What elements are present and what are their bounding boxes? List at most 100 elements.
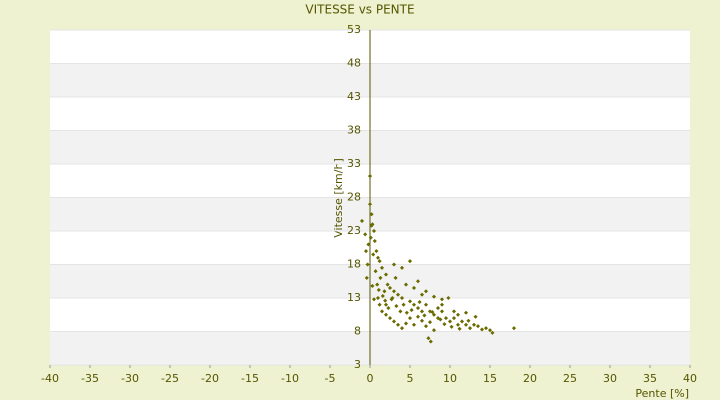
point: [463, 322, 469, 327]
point: [419, 292, 425, 297]
point: [443, 315, 449, 321]
point: [467, 325, 473, 331]
point: [375, 295, 381, 301]
point: [415, 305, 421, 311]
point: [379, 265, 385, 271]
point: [394, 303, 399, 309]
y-tick-label: 48: [347, 57, 361, 70]
point: [449, 324, 454, 329]
y-tick-label: 8: [354, 325, 361, 338]
point: [380, 293, 385, 299]
point: [399, 265, 405, 271]
point: [364, 275, 369, 281]
point: [370, 283, 375, 289]
point: [426, 336, 431, 341]
point: [374, 248, 379, 254]
point: [391, 262, 397, 267]
point: [407, 315, 413, 321]
point: [365, 262, 370, 267]
point: [483, 325, 489, 331]
point: [466, 318, 471, 323]
x-tick-label: 5: [407, 372, 414, 385]
point: [403, 282, 409, 287]
point: [387, 285, 393, 291]
point: [419, 309, 425, 314]
x-tick-label: -35: [81, 372, 99, 385]
point: [407, 299, 413, 304]
point: [376, 287, 381, 293]
point: [398, 309, 403, 314]
point: [369, 223, 374, 228]
point: [431, 294, 437, 299]
x-tick-label: 40: [683, 372, 697, 385]
point: [409, 307, 414, 313]
point: [363, 232, 368, 237]
point: [391, 289, 397, 294]
point: [479, 327, 485, 332]
x-tick-label: 20: [523, 372, 537, 385]
point: [446, 295, 451, 301]
point: [383, 302, 389, 307]
point: [407, 258, 413, 264]
point: [403, 321, 409, 326]
point: [463, 310, 469, 315]
point: [423, 289, 429, 294]
point: [399, 325, 405, 331]
point: [419, 318, 425, 323]
point: [368, 235, 373, 240]
point: [423, 302, 429, 307]
point: [411, 285, 417, 291]
x-tick-label: 35: [643, 372, 657, 385]
y-tick-label: 28: [347, 191, 361, 204]
x-tick-label: -10: [281, 372, 299, 385]
point: [372, 238, 377, 244]
x-axis-label: Pente [%]: [635, 387, 689, 400]
point: [395, 322, 401, 327]
point: [455, 322, 461, 327]
point: [395, 292, 401, 297]
point: [377, 302, 382, 307]
point: [451, 309, 457, 314]
chart-title: VITESSE vs PENTE: [305, 3, 414, 17]
y-tick-label: 23: [347, 224, 361, 237]
x-tick-label: 10: [443, 372, 457, 385]
point: [427, 309, 433, 314]
y-tick-label: 33: [347, 157, 361, 170]
point: [490, 330, 495, 335]
point: [457, 326, 462, 331]
point: [379, 309, 385, 314]
point: [447, 319, 453, 324]
x-tick-label: 15: [483, 372, 497, 385]
point: [378, 275, 383, 281]
point: [382, 289, 387, 294]
point: [511, 325, 517, 331]
point: [415, 314, 421, 319]
x-tick-label: 0: [367, 372, 374, 385]
point: [399, 295, 405, 301]
point: [373, 269, 378, 274]
point: [438, 317, 443, 322]
point: [391, 319, 397, 324]
point: [442, 321, 447, 327]
point: [411, 302, 417, 307]
point: [455, 312, 461, 317]
y-tick-label: 38: [347, 124, 361, 137]
point: [385, 282, 390, 287]
point: [422, 313, 427, 318]
y-tick-label: 18: [347, 258, 361, 271]
point: [431, 328, 437, 333]
point: [387, 315, 393, 321]
point: [459, 319, 465, 324]
point: [383, 272, 389, 277]
point: [371, 252, 376, 257]
point: [367, 173, 373, 179]
point: [415, 279, 421, 284]
point: [386, 305, 391, 311]
point: [369, 212, 374, 217]
point: [375, 255, 381, 260]
y-tick-label: 53: [347, 23, 361, 36]
point: [366, 242, 371, 247]
point: [439, 302, 445, 307]
point: [417, 299, 422, 305]
x-tick-label: -30: [121, 372, 139, 385]
